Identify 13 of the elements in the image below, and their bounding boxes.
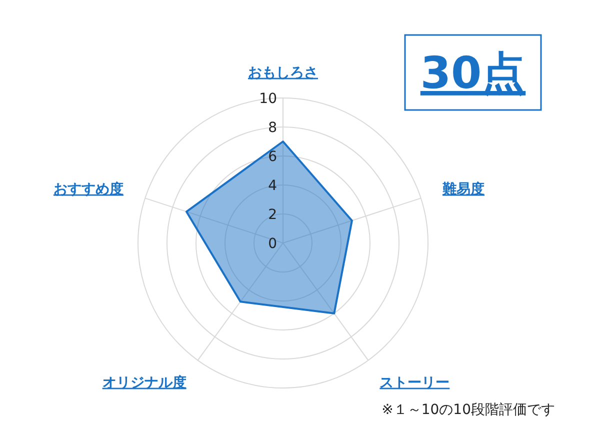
spoke-label: 難易度 bbox=[442, 180, 485, 198]
spoke-label: おもしろさ bbox=[248, 64, 318, 81]
text: 30点 bbox=[420, 48, 526, 99]
y-tick-label: 2 bbox=[268, 207, 277, 223]
text: ※１～10の10段階評価です bbox=[382, 402, 555, 418]
y-tick-label: 6 bbox=[268, 149, 278, 165]
spoke-label: オリジナル度 bbox=[102, 374, 186, 391]
y-tick-label: 8 bbox=[268, 120, 277, 136]
spoke-label: おすすめ度 bbox=[53, 180, 124, 198]
y-tick-label: 10 bbox=[259, 91, 277, 107]
y-tick-label: 0 bbox=[268, 236, 277, 252]
spoke-label: ストーリー bbox=[380, 374, 450, 391]
y-tick-label: 4 bbox=[268, 178, 278, 194]
